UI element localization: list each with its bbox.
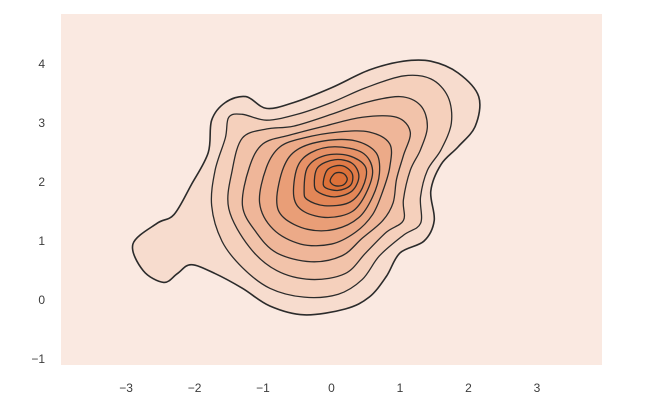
y-tick-label: 2 bbox=[38, 175, 45, 189]
y-tick-label: 3 bbox=[38, 116, 45, 130]
x-tick-label: 3 bbox=[534, 381, 541, 395]
x-tick-label: −2 bbox=[188, 381, 202, 395]
y-tick-label: 4 bbox=[38, 57, 45, 71]
x-tick-label: 2 bbox=[465, 381, 472, 395]
y-tick-label: 1 bbox=[38, 234, 45, 248]
y-tick-label: 0 bbox=[38, 293, 45, 307]
x-tick-label: −1 bbox=[256, 381, 270, 395]
y-tick-label: −1 bbox=[31, 352, 45, 366]
x-tick-label: 1 bbox=[397, 381, 404, 395]
y-axis-ticks: −1 0 1 2 3 4 bbox=[31, 57, 45, 366]
contour-level-11 bbox=[329, 171, 348, 187]
x-tick-label: −3 bbox=[119, 381, 133, 395]
x-axis-ticks: −3 −2 −1 0 1 2 3 bbox=[119, 381, 540, 395]
x-tick-label: 0 bbox=[328, 381, 335, 395]
contour-layer bbox=[131, 59, 481, 316]
